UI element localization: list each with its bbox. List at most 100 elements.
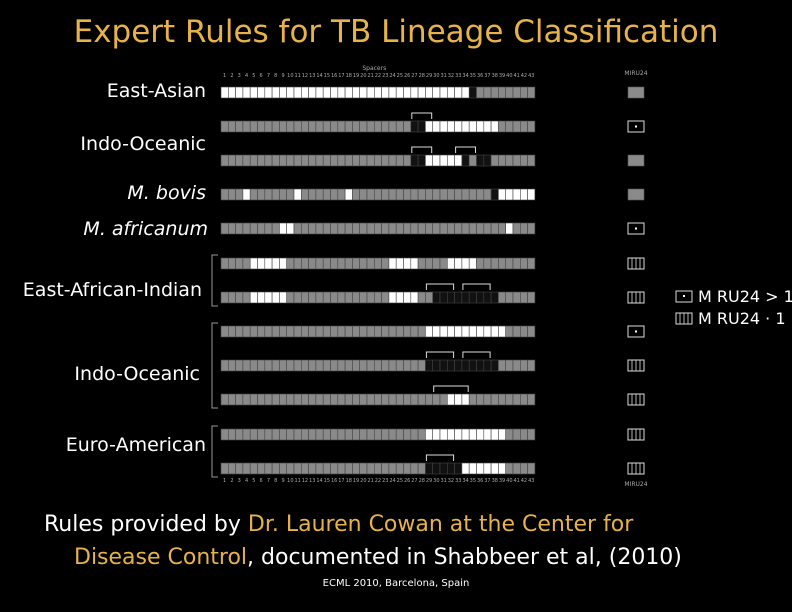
spacer-cell	[279, 188, 287, 201]
spacer-cell	[315, 257, 324, 270]
spacer-cell	[220, 393, 229, 406]
spacer-cell	[235, 188, 244, 201]
spacer-cell	[315, 154, 324, 167]
spacer-cell	[403, 188, 412, 201]
spacer-cell	[373, 120, 382, 133]
spacer-cell	[403, 325, 412, 338]
spacer-cell	[519, 462, 528, 475]
spacer-cell	[388, 154, 397, 167]
spacer-cell	[293, 359, 302, 372]
spacer-cell	[483, 393, 492, 406]
spacer-number-top: 32	[448, 73, 454, 79]
spacer-cell	[490, 393, 499, 406]
spacer-number-bottom: 28	[419, 478, 425, 484]
spacer-cell	[425, 428, 433, 441]
spacer-cell	[410, 154, 419, 167]
spacer-number-top: 40	[506, 73, 512, 79]
spacer-cell	[490, 188, 499, 201]
spacer-cell	[330, 188, 339, 201]
spacer-cell	[388, 359, 397, 372]
spacer-cell	[476, 393, 485, 406]
spacer-number-bottom: 22	[375, 478, 381, 484]
spacer-cell	[498, 120, 506, 133]
spacer-cell	[330, 120, 339, 133]
spacer-cell	[322, 428, 331, 441]
spacer-cell	[410, 393, 419, 406]
label-m-bovis: M. bovis	[127, 182, 206, 204]
spacer-cell	[242, 291, 251, 304]
spacer-cell	[359, 428, 368, 441]
spacer-number-bottom: 38	[492, 478, 498, 484]
spacer-cell	[381, 325, 390, 338]
spacer-cell	[300, 325, 309, 338]
spacer-cell	[505, 188, 514, 201]
spacer-number-bottom: 8	[274, 478, 277, 484]
footer-line-2: Disease Control, documented in Shabbeer …	[74, 545, 682, 570]
spacer-bracket	[425, 283, 455, 290]
spacer-cell	[432, 120, 441, 133]
spacer-cell	[322, 325, 331, 338]
spacer-number-top: 10	[287, 73, 293, 79]
spacer-cell	[330, 359, 339, 372]
spacer-cell	[322, 188, 331, 201]
spacer-cell	[498, 188, 506, 201]
spacer-cell	[381, 428, 390, 441]
spacer-number-bottom: 15	[324, 478, 330, 484]
spacer-cell	[461, 325, 470, 338]
spacer-cell	[410, 257, 419, 270]
spacer-cell	[505, 462, 514, 475]
spacer-cell	[308, 86, 317, 99]
spacer-cell	[322, 257, 331, 270]
spacer-cell	[257, 428, 266, 441]
spacer-cell	[498, 154, 506, 167]
spacer-cell	[373, 257, 382, 270]
spacer-cell	[220, 222, 229, 235]
spacer-cell	[395, 86, 404, 99]
spacer-cell	[359, 86, 368, 99]
spacer-cell	[403, 86, 412, 99]
spacer-cell	[410, 291, 419, 304]
spacer-number-bottom: 35	[470, 478, 476, 484]
spacer-cell	[425, 393, 433, 406]
spacer-cell	[286, 257, 295, 270]
spacer-cell	[388, 428, 397, 441]
spacer-cell	[308, 154, 317, 167]
spacer-cell	[468, 325, 477, 338]
spacer-cell	[220, 188, 229, 201]
spacer-cell	[373, 291, 382, 304]
spacer-cell	[300, 428, 309, 441]
spacer-cell	[446, 359, 455, 372]
spacer-cell	[235, 257, 244, 270]
spacer-cell	[439, 428, 448, 441]
spacer-cell	[483, 86, 492, 99]
spacer-number-top: 39	[499, 73, 505, 79]
spacer-number-top: 5	[252, 73, 255, 79]
spacer-cell	[476, 428, 485, 441]
spacer-number-bottom: 11	[294, 478, 300, 484]
spacer-cell	[279, 86, 287, 99]
spacer-cell	[461, 291, 470, 304]
spacer-cell	[519, 325, 528, 338]
spacer-cell	[242, 120, 251, 133]
spacer-cell	[308, 359, 317, 372]
spacer-cell	[498, 462, 506, 475]
spacer-cell	[512, 325, 521, 338]
spacer-cell	[490, 428, 499, 441]
spacer-cell	[337, 325, 346, 338]
spacer-cell	[432, 86, 441, 99]
spacer-cell	[381, 359, 390, 372]
spacer-number-bottom: 4	[245, 478, 248, 484]
spacer-cell	[242, 188, 251, 201]
spacer-cell	[279, 359, 287, 372]
spacer-cell	[425, 462, 433, 475]
spacer-number-top: 8	[274, 73, 277, 79]
spacer-cell	[344, 154, 353, 167]
spacer-cell	[366, 188, 375, 201]
spacer-cell	[352, 188, 360, 201]
spacer-cell	[242, 428, 251, 441]
spacer-cell	[249, 291, 258, 304]
spacer-cell	[381, 291, 390, 304]
spacer-cell	[337, 393, 346, 406]
spacer-cell	[264, 359, 273, 372]
spacer-cell	[242, 154, 251, 167]
